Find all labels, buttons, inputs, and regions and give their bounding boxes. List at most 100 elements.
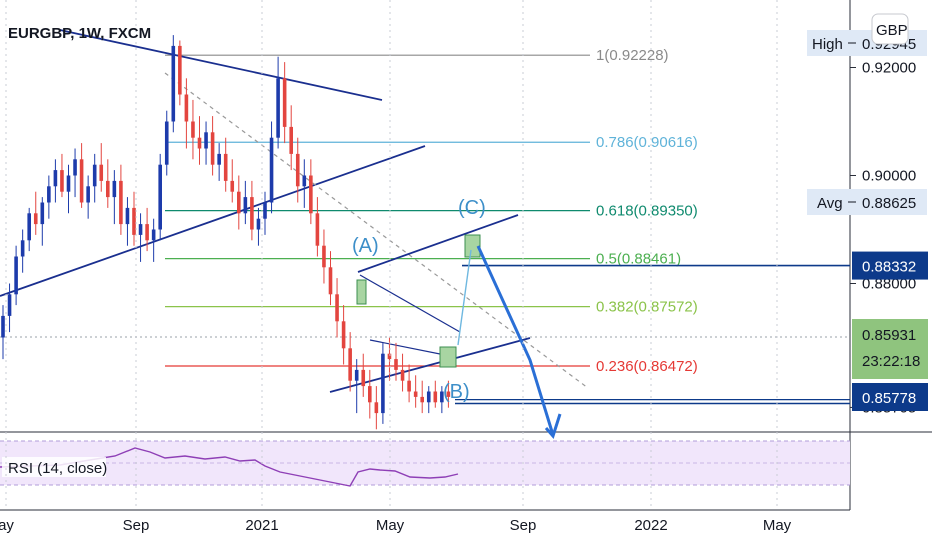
ascending-support-line [0, 145, 426, 297]
x-tick-label: May [763, 517, 792, 534]
candle-body [407, 380, 411, 392]
candle-body [381, 353, 385, 414]
candle-body [86, 186, 90, 203]
candle-body [295, 153, 300, 187]
wedge-lower-line [329, 337, 531, 393]
fibonacci-retracement: 1(0.92228) 0.786(0.90616) 0.618(0.89350) 0.… [165, 47, 698, 471]
candle-body [256, 218, 261, 230]
candle-body [184, 94, 189, 122]
currency-badge-bg [871, 13, 909, 45]
candle-body [230, 180, 235, 192]
wave-label: (A) [352, 235, 379, 257]
candle-body [420, 396, 424, 403]
x-tick-label: 2022 [634, 517, 667, 534]
candle-body [40, 202, 45, 225]
avg-tag-label: Avg [817, 195, 843, 212]
avg-tag-bg [807, 189, 927, 215]
candle-body [47, 186, 51, 203]
candle-body [197, 137, 202, 149]
candle-body [354, 369, 359, 381]
last-price-tag-value: 0.85931 [862, 327, 916, 344]
candle-body [315, 213, 320, 246]
candle-body [151, 229, 156, 241]
candle-body [60, 170, 64, 192]
candle-body [99, 164, 104, 181]
low-level-tag-value: 0.85778 [862, 390, 916, 407]
candle-body [387, 353, 392, 360]
candle-body [79, 159, 84, 203]
candle-body [164, 121, 169, 165]
level-tag-bg [852, 251, 928, 280]
wedge-upper-line [359, 274, 461, 333]
candle-body [413, 391, 418, 397]
candle-body [282, 78, 287, 127]
candle-body [400, 369, 405, 381]
candle-body [158, 164, 162, 230]
rsi-line [0, 447, 459, 487]
fib-level-label: 0.236(0.86472) [596, 358, 698, 375]
currency-badge: GBP [876, 22, 908, 39]
candle-body [27, 213, 31, 241]
projection-down-arrow [476, 245, 555, 436]
fib-level-label: 0.618(0.89350) [596, 203, 698, 220]
candle-body [263, 202, 267, 219]
candle-body [14, 256, 18, 295]
candle-body [426, 391, 431, 403]
time-axis: ay Sep 2021 May Sep 2022 May [0, 0, 792, 534]
x-tick-label: ay [0, 517, 14, 534]
candle-body [276, 78, 280, 138]
x-tick-label: 2021 [245, 517, 278, 534]
x-tick-label: Sep [510, 517, 537, 534]
candle-body [361, 369, 366, 387]
wave-b-marker [439, 346, 457, 368]
rsi-pane: RSI (14, close) [0, 440, 850, 487]
candle-body [243, 197, 248, 214]
candle-body [92, 164, 97, 187]
fib-level-label: 0.5(0.88461) [596, 251, 681, 268]
low-level-tag-bg [852, 383, 928, 411]
candle-body [394, 359, 398, 370]
candle-body [20, 240, 25, 257]
x-tick-label: Sep [123, 517, 150, 534]
candle-body [433, 391, 438, 403]
wave-label: (B) [443, 381, 470, 403]
candle-body [302, 175, 307, 187]
descending-resistance-line [59, 29, 383, 101]
last-price-tag-bg [852, 319, 928, 379]
candle-body [73, 159, 77, 176]
y-tick-label: 0.88000 [862, 276, 916, 293]
projection-b-to-c [457, 249, 472, 346]
candle-body [223, 153, 228, 181]
trend-lines [0, 29, 850, 405]
y-tick-label: 0.90000 [862, 168, 916, 185]
fib-level-label: 1(0.92228) [596, 47, 669, 64]
candle-body [217, 153, 221, 165]
fib-level-label: 0.382(0.87572) [596, 299, 698, 316]
candle-body [237, 191, 241, 214]
candle-body [335, 294, 339, 322]
candle-body [269, 137, 274, 203]
candle-body [210, 132, 215, 165]
candle-body [66, 175, 71, 192]
wedge-bottom-line [369, 339, 451, 357]
elliott-wave-overlay: (A) (B) (C) [352, 197, 562, 439]
candle-body [446, 391, 451, 397]
candle-body [1, 315, 5, 338]
candle-body [191, 121, 195, 138]
rsi-label: RSI (14, close) [8, 460, 107, 477]
candle-body [132, 207, 136, 235]
last-price-countdown: 23:22:18 [862, 353, 920, 370]
candle-body [341, 321, 346, 349]
channel-upper-line [357, 214, 519, 273]
candle-body [125, 207, 130, 225]
candle-body [440, 391, 444, 403]
y-tick-label: 0.92000 [862, 60, 916, 77]
candle-body [289, 126, 293, 154]
x-tick-label: May [376, 517, 405, 534]
candlestick-series [1, 35, 451, 430]
candle-body [250, 197, 254, 230]
candle-body [112, 180, 117, 198]
avg-tag-value: 0.88625 [862, 195, 916, 212]
candle-body [178, 45, 182, 95]
